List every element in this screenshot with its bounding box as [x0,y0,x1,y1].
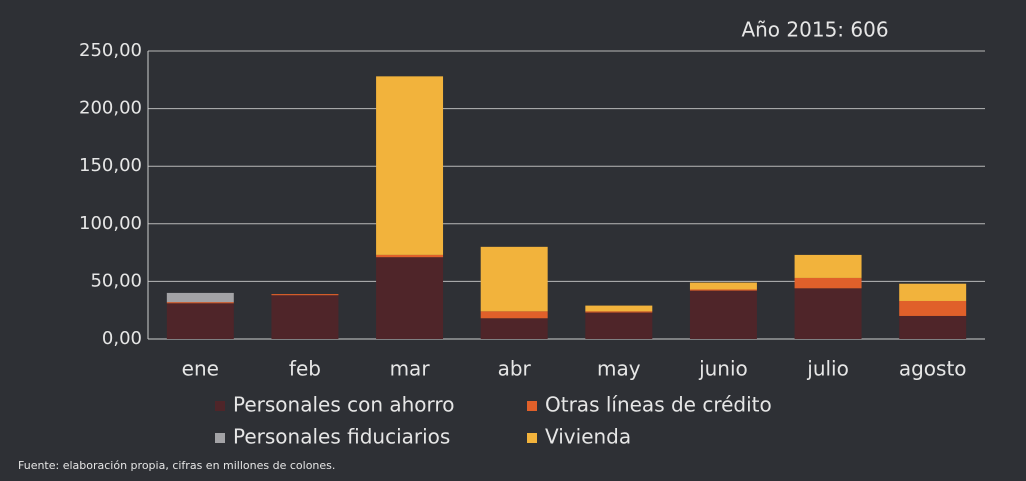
legend-swatch [527,433,537,443]
bar-segment [376,76,444,255]
bar-segment [271,295,339,339]
bar-segment [899,315,967,339]
bar-segment [794,288,862,339]
bar-segment [376,254,444,258]
bar-segment [376,257,444,339]
x-tick-label: mar [390,357,431,381]
bar-segment [899,300,967,316]
x-tick-label: ene [182,357,219,381]
legend-swatch [527,401,537,411]
bar-segment [480,311,548,319]
x-tick-label: may [597,357,641,381]
legend-label: Personales con ahorro [233,393,454,417]
legend-label: Otras líneas de crédito [545,393,772,417]
bar-segment [689,282,757,290]
bar-segment [480,318,548,339]
legend-swatch [215,401,225,411]
legend-label: Personales fiduciarios [233,425,450,449]
bar-segment [585,311,653,313]
bar-segment [585,312,653,339]
footnote: Fuente: elaboración propia, cifras en mi… [18,459,335,472]
x-tick-label: julio [806,357,849,381]
y-tick-label: 50,00 [90,270,142,291]
bar-segment [585,305,653,312]
bar-segment [689,290,757,339]
legend-swatch [215,433,225,443]
x-tick-label: agosto [899,357,967,381]
bar-segment [166,302,234,304]
bar-segment [271,294,339,296]
bar-segment [794,254,862,278]
bar-segment [166,303,234,339]
y-tick-label: 100,00 [79,213,142,234]
bar-segment [480,246,548,312]
bar-segment [794,277,862,289]
legend-label: Vivienda [545,425,631,449]
bar-segment [689,289,757,291]
x-tick-label: feb [289,357,321,381]
chart-title: Año 2015: 606 [741,18,888,42]
y-tick-label: 150,00 [79,155,142,176]
x-tick-label: junio [698,357,748,381]
y-tick-label: 250,00 [79,40,142,61]
y-tick-label: 200,00 [79,98,142,119]
y-tick-label: 0,00 [102,328,142,349]
bar-segment [899,283,967,301]
x-tick-label: abr [498,357,532,381]
bar-segment [166,292,234,303]
